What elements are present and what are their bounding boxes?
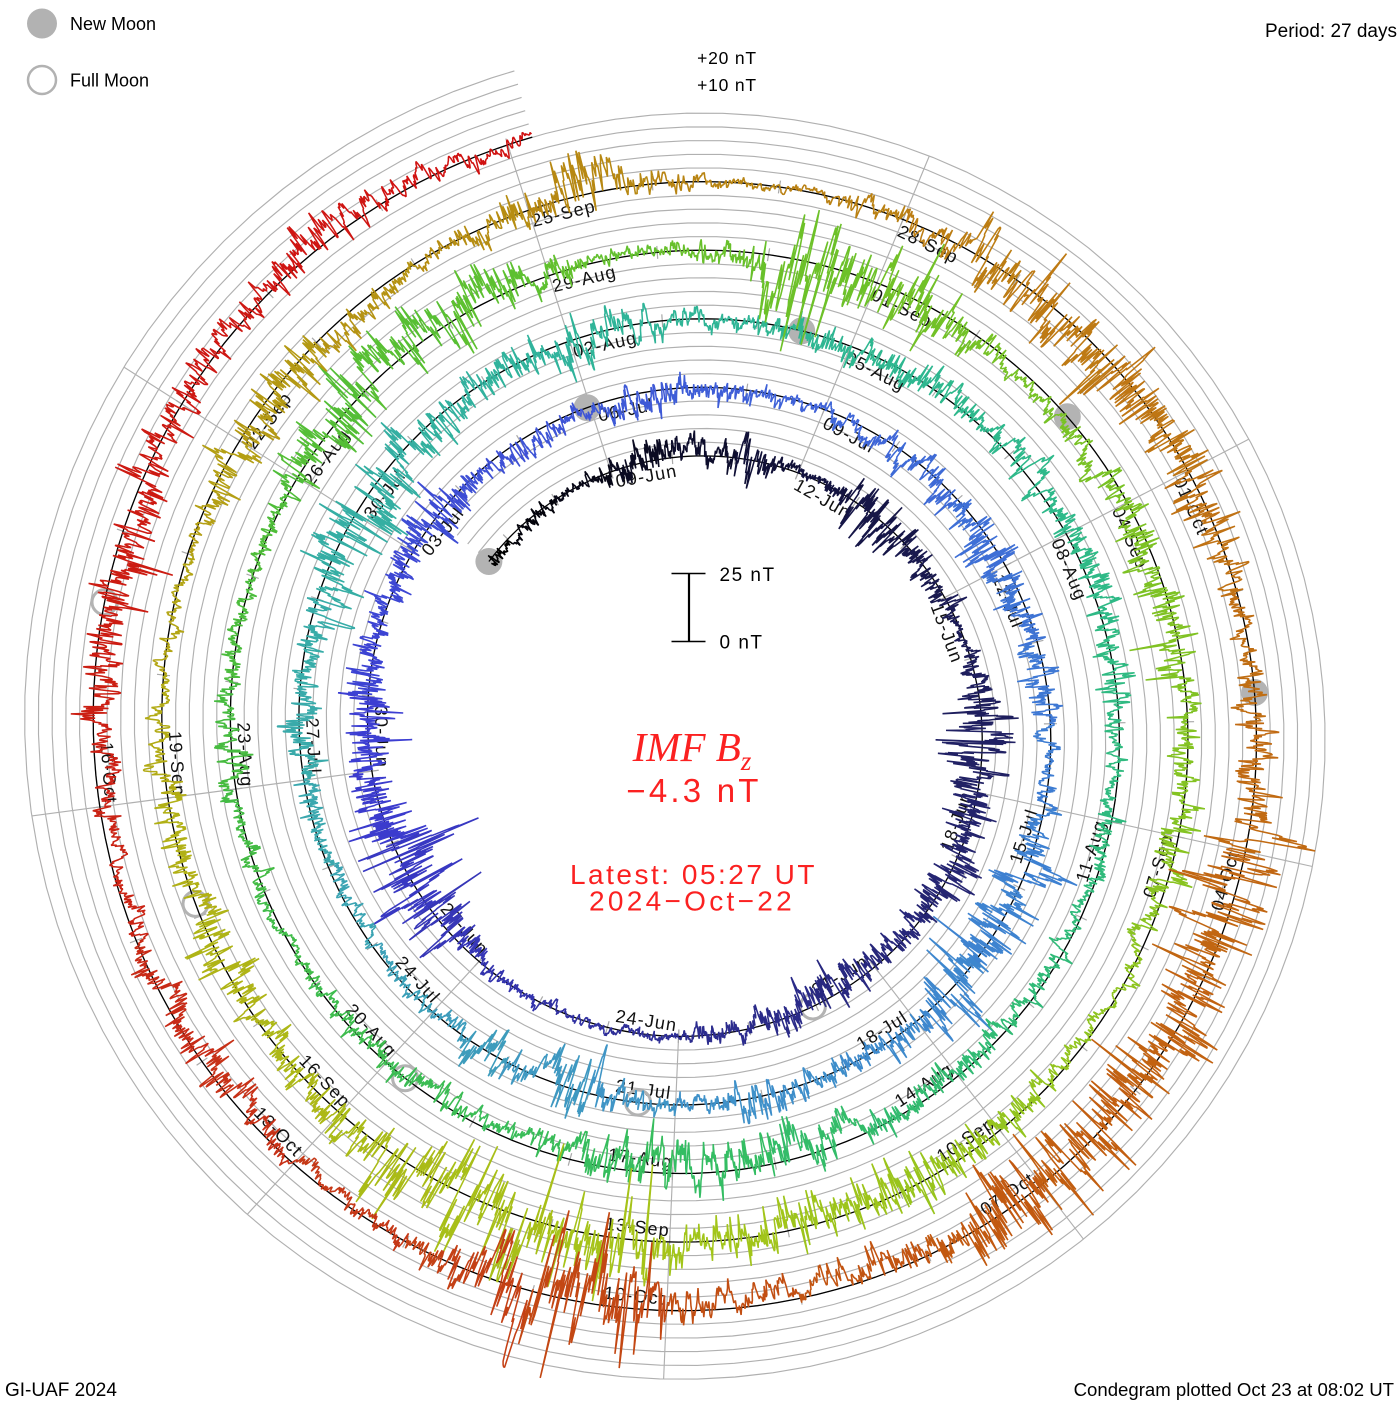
svg-text:New Moon: New Moon bbox=[70, 14, 156, 34]
svg-text:+10 nT: +10 nT bbox=[697, 75, 757, 95]
svg-text:IMF Bz: IMF Bz bbox=[632, 724, 752, 776]
svg-text:0 nT: 0 nT bbox=[720, 633, 764, 654]
svg-text:25 nT: 25 nT bbox=[720, 565, 776, 586]
svg-text:Period: 27 days: Period: 27 days bbox=[1265, 21, 1397, 42]
svg-text:Full Moon: Full Moon bbox=[70, 71, 149, 91]
svg-text:Condegram plotted Oct 23 at 08: Condegram plotted Oct 23 at 08:02 UT bbox=[1074, 1379, 1394, 1400]
svg-text:2024−Oct−22: 2024−Oct−22 bbox=[589, 886, 795, 917]
svg-text:+20 nT: +20 nT bbox=[697, 48, 757, 68]
svg-text:−4.3 nT: −4.3 nT bbox=[626, 772, 761, 809]
svg-text:GI-UAF 2024: GI-UAF 2024 bbox=[5, 1380, 117, 1400]
